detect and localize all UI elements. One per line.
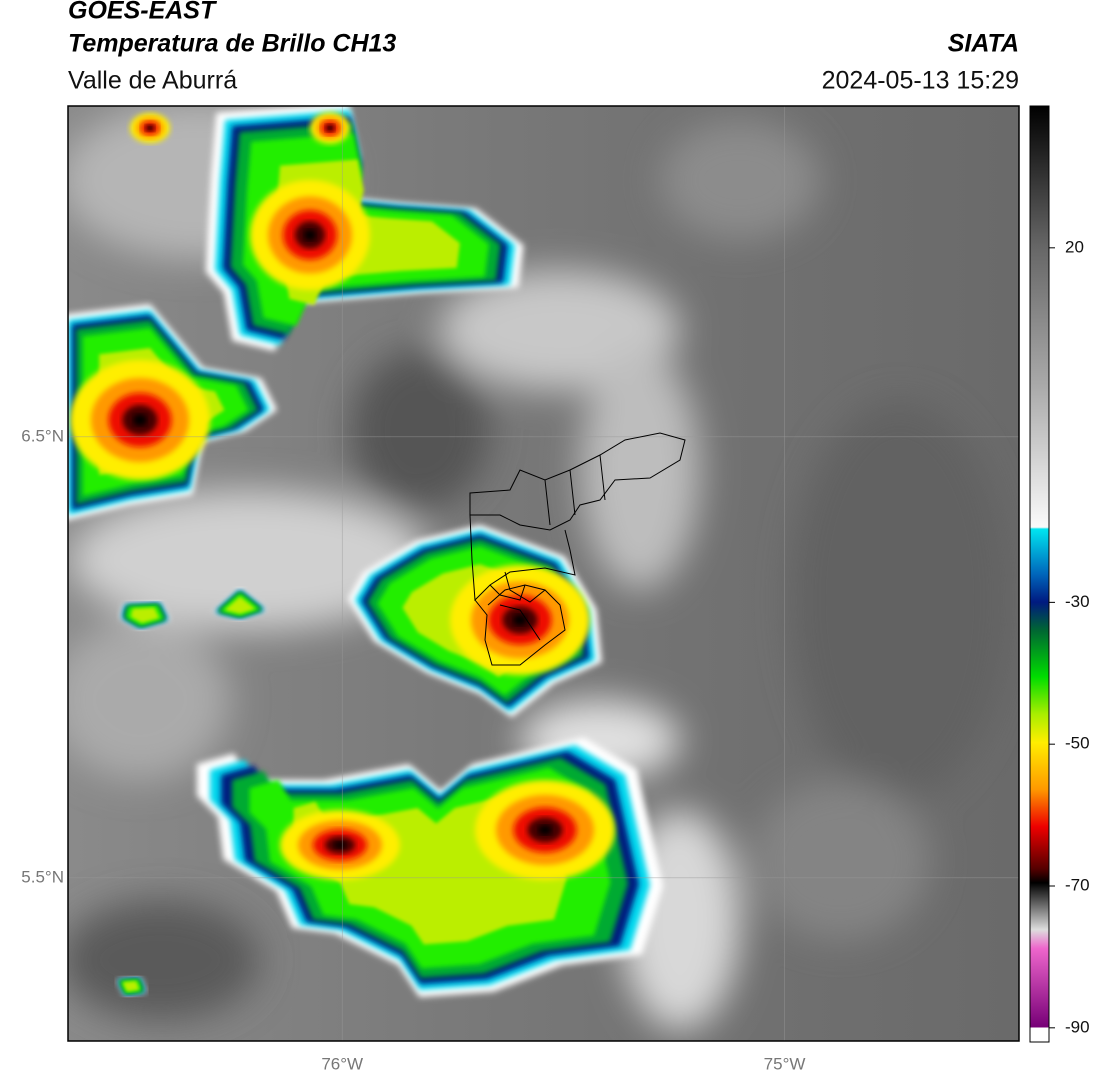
- storm-core: [538, 825, 552, 835]
- storm: [347, 524, 602, 718]
- source: SIATA: [948, 30, 1019, 58]
- lon-label: 76°W: [321, 1054, 363, 1073]
- graticule: 6.5°N 5.5°N 76°W 75°W: [21, 106, 1019, 1073]
- storm-core: [334, 841, 346, 849]
- storm: [196, 737, 664, 998]
- colorbar-tick-label: -30: [1065, 592, 1090, 611]
- storm: [68, 304, 278, 521]
- timestamp: 2024-05-13 15:29: [822, 67, 1019, 95]
- lat-label: 6.5°N: [21, 426, 64, 445]
- storm-core: [133, 414, 147, 426]
- storm: [130, 106, 524, 352]
- lon-label: 75°W: [764, 1054, 806, 1073]
- storm-core: [513, 614, 527, 626]
- cloud-texture: [68, 106, 1010, 1030]
- storm-core: [304, 229, 316, 241]
- lat-label: 5.5°N: [21, 867, 64, 886]
- storm-core: [328, 126, 332, 130]
- storm-level: [224, 596, 256, 614]
- storm-level: [122, 981, 140, 992]
- subtitle: Temperatura de Brillo CH13: [68, 30, 396, 58]
- colorbar-tick-label: -90: [1065, 1017, 1090, 1036]
- storm: [213, 588, 267, 619]
- location: Valle de Aburrá: [68, 67, 237, 95]
- municipal-boundaries: [469, 432, 686, 666]
- storm-level: [130, 607, 160, 624]
- storm: [120, 602, 170, 629]
- colorbar-tick-label: -50: [1065, 734, 1090, 753]
- colorbar: [1029, 105, 1050, 1043]
- storm-core: [148, 126, 152, 130]
- colorbar-ticks: 20 -30 -50 -70 -90: [1049, 237, 1090, 1036]
- storm: [117, 977, 146, 996]
- colorbar-tick-label: 20: [1065, 237, 1084, 256]
- colorbar-tick-label: -70: [1065, 875, 1090, 894]
- map-frame: [67, 105, 1020, 1042]
- imagery: [68, 106, 1019, 1041]
- storms: [68, 106, 664, 998]
- title: GOES-EAST: [68, 0, 218, 25]
